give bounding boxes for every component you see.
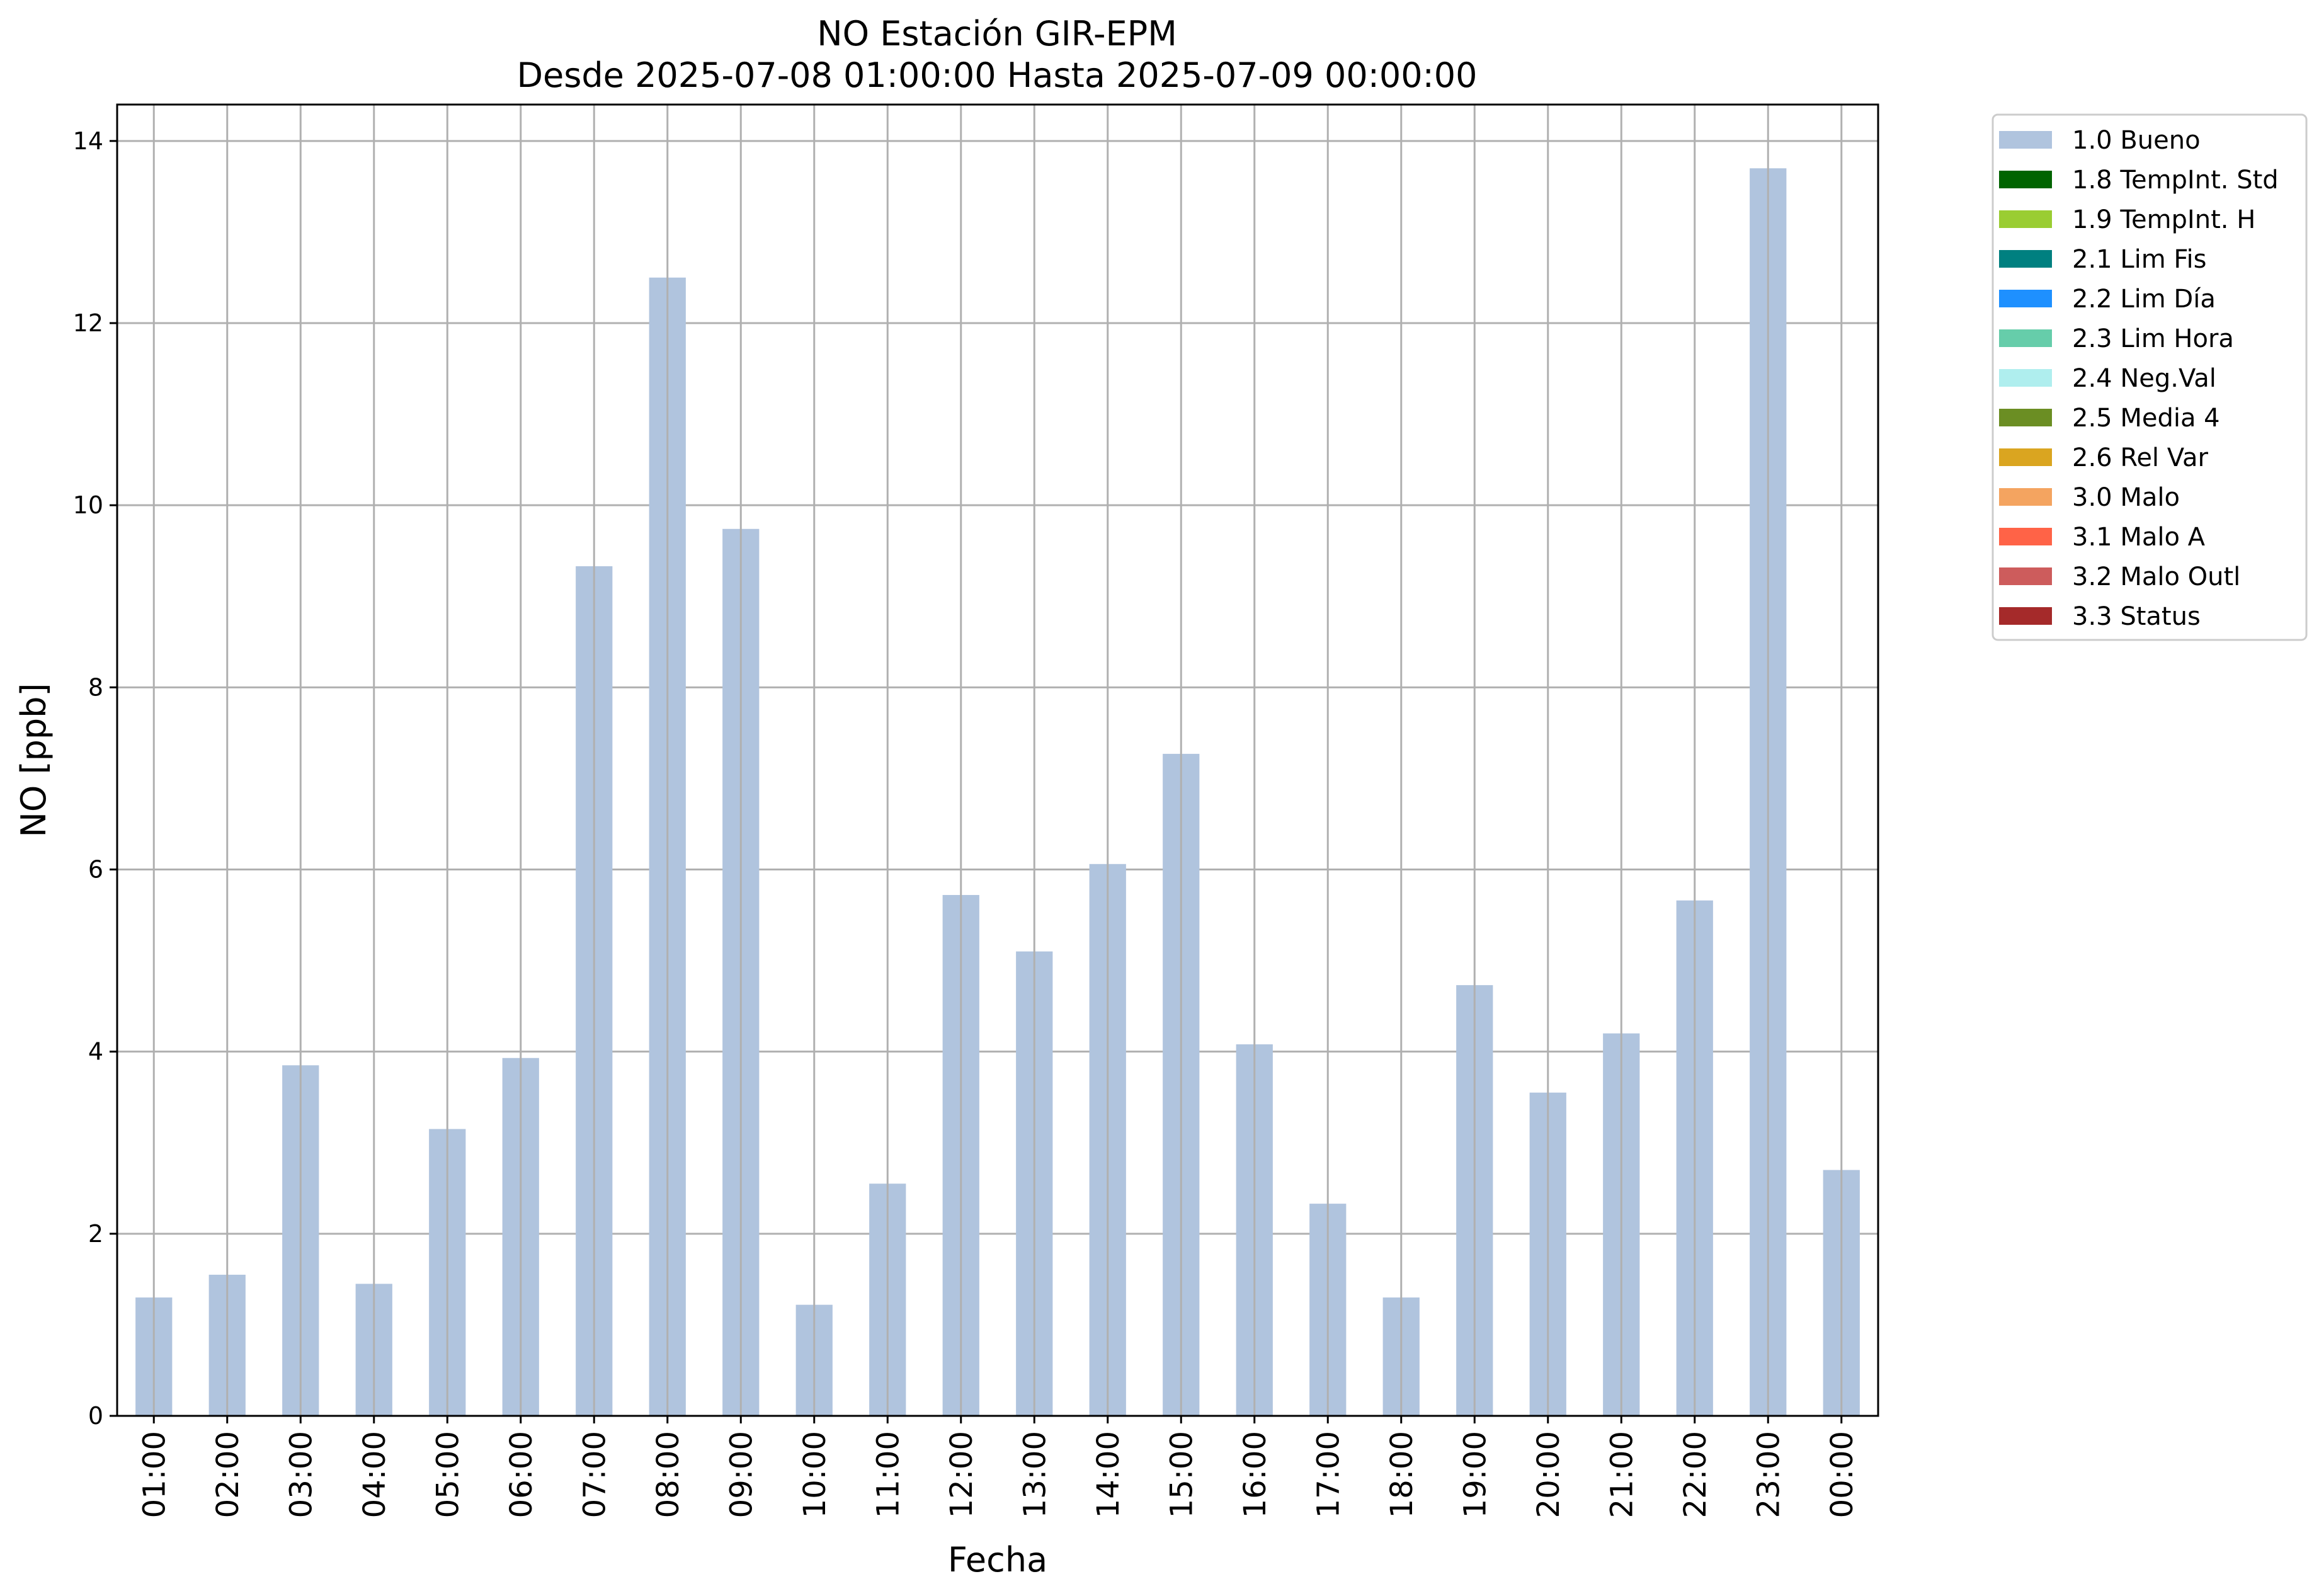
x-axis-label: Fecha: [948, 1540, 1047, 1580]
x-tick-label: 11:00: [870, 1431, 906, 1518]
y-tick-label: 12: [73, 309, 103, 337]
x-tick-label: 23:00: [1751, 1431, 1786, 1518]
legend-label: 2.2 Lim Día: [2072, 285, 2216, 314]
x-tick-label: 17:00: [1311, 1431, 1346, 1518]
legend-label: 1.9 TempInt. H: [2072, 205, 2255, 234]
y-tick-label: 6: [88, 856, 103, 884]
y-axis: 0 2 4 6 8 10 12 14: [73, 127, 117, 1430]
y-tick-label: 8: [88, 673, 103, 701]
legend-swatch: [1999, 369, 2052, 387]
chart-title: NO Estación GIR-EPM: [817, 14, 1177, 54]
legend-label: 2.6 Rel Var: [2072, 443, 2209, 472]
legend: 1.0 Bueno 1.8 TempInt. Std 1.9 TempInt. H 2…: [1991, 113, 2308, 641]
x-axis: 01:00 02:00 03:00 04:00 05:00 06:00 07:00 08:00…: [137, 1416, 1860, 1518]
legend-label: 3.0 Malo: [2072, 483, 2180, 512]
x-tick-label: 19:00: [1457, 1431, 1493, 1518]
y-tick-label: 14: [73, 127, 103, 155]
x-tick-label: 15:00: [1164, 1431, 1199, 1518]
x-tick-label: 14:00: [1091, 1431, 1126, 1518]
chart-subtitle: Desde 2025-07-08 01:00:00 Hasta 2025-07-…: [516, 55, 1477, 95]
legend-swatch: [1999, 250, 2052, 268]
y-tick-label: 0: [88, 1402, 103, 1430]
bars: [135, 105, 1860, 1416]
legend-swatch: [1999, 290, 2052, 307]
y-tick-label: 4: [88, 1038, 103, 1066]
x-tick-label: 06:00: [504, 1431, 539, 1518]
legend-swatch: [1999, 171, 2052, 188]
legend-swatch: [1999, 329, 2052, 347]
legend-label: 2.3 Lim Hora: [2072, 324, 2234, 353]
x-tick-label: 16:00: [1238, 1431, 1273, 1518]
plot-frame: [116, 103, 1879, 1417]
x-tick-label: 05:00: [430, 1431, 465, 1518]
x-tick-label: 03:00: [283, 1431, 319, 1518]
x-tick-label: 01:00: [137, 1431, 172, 1518]
x-tick-label: 22:00: [1678, 1431, 1713, 1518]
x-tick-label: 10:00: [797, 1431, 833, 1518]
x-tick-label: 09:00: [724, 1431, 759, 1518]
x-tick-label: 08:00: [651, 1431, 686, 1518]
legend-label: 2.1 Lim Fis: [2072, 245, 2206, 274]
legend-swatch: [1999, 131, 2052, 149]
legend-swatch: [1999, 409, 2052, 426]
x-tick-label: 00:00: [1825, 1431, 1860, 1518]
y-axis-label: NO [ppb]: [14, 683, 54, 837]
legend-swatch: [1999, 488, 2052, 506]
legend-label: 1.0 Bueno: [2072, 126, 2201, 155]
legend-swatch: [1999, 528, 2052, 545]
legend-frame: [1991, 113, 2308, 641]
legend-label: 3.1 Malo A: [2072, 523, 2206, 552]
legend-label: 3.3 Status: [2072, 602, 2201, 631]
legend-swatch: [1999, 448, 2052, 466]
x-tick-label: 02:00: [210, 1431, 246, 1518]
y-tick-label: 10: [73, 491, 103, 519]
legend-swatch: [1999, 607, 2052, 625]
x-tick-label: 20:00: [1531, 1431, 1566, 1518]
x-tick-label: 21:00: [1604, 1431, 1639, 1518]
legend-label: 2.4 Neg.Val: [2072, 364, 2216, 393]
x-tick-label: 07:00: [577, 1431, 612, 1518]
legend-swatch: [1999, 567, 2052, 585]
y-tick-label: 2: [88, 1220, 103, 1248]
legend-label: 1.8 TempInt. Std: [2072, 166, 2279, 195]
x-tick-label: 13:00: [1017, 1431, 1052, 1518]
legend-swatch: [1999, 210, 2052, 228]
legend-label: 2.5 Media 4: [2072, 404, 2220, 433]
x-tick-label: 18:00: [1384, 1431, 1420, 1518]
grid: [117, 140, 1878, 1417]
legend-label: 3.2 Malo Outl: [2072, 562, 2240, 591]
x-tick-label: 04:00: [357, 1431, 392, 1518]
x-tick-label: 12:00: [944, 1431, 979, 1518]
